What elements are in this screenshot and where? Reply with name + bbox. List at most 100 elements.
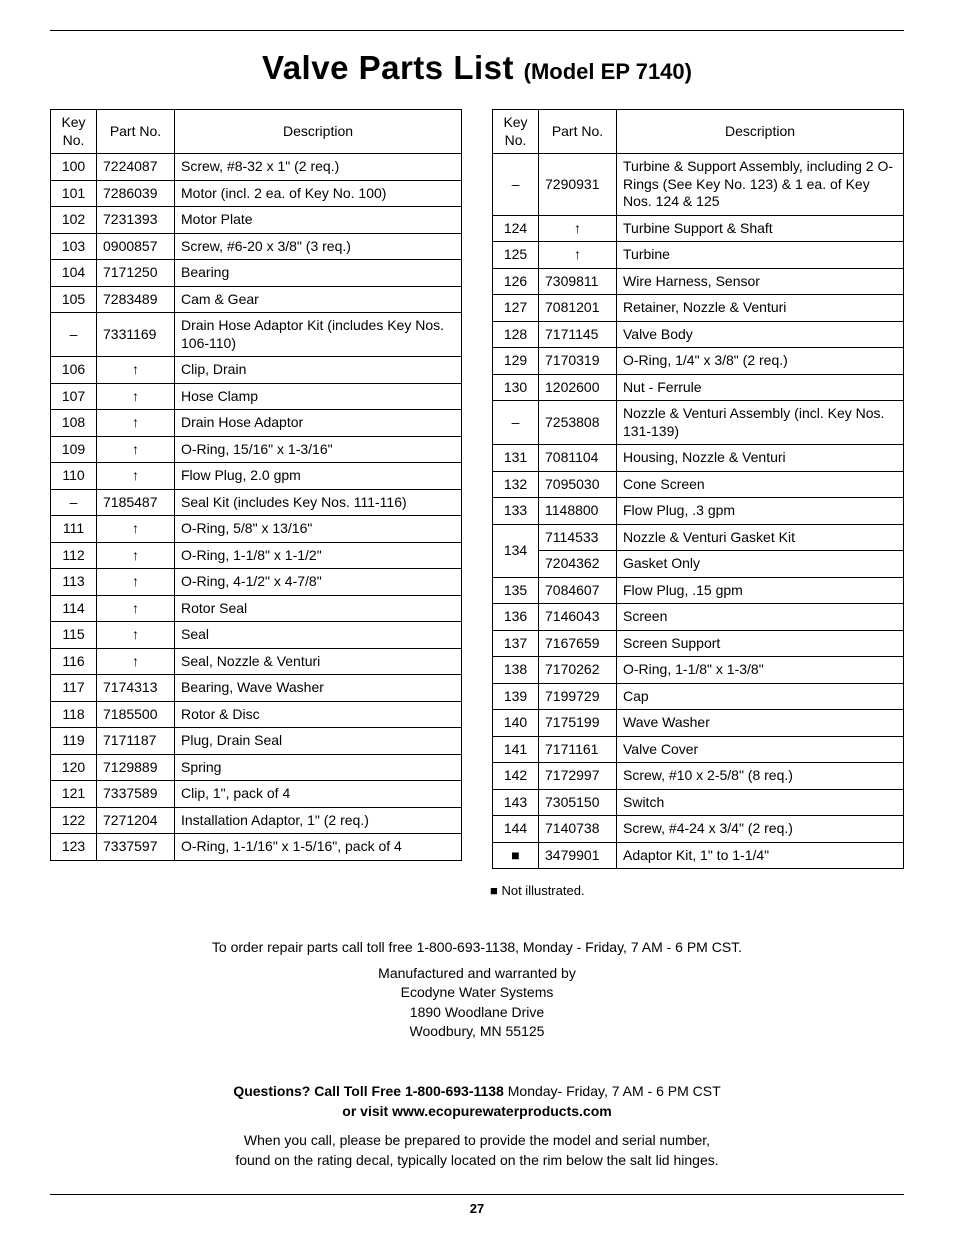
cell-desc: Installation Adaptor, 1" (2 req.): [175, 807, 462, 834]
col-key-header: Key No.: [493, 110, 539, 154]
table-row: 1277081201Retainer, Nozzle & Venturi: [493, 295, 904, 322]
cell-part: ↑: [97, 436, 175, 463]
left-table-wrap: Key No. Part No. Description 1007224087S…: [50, 109, 462, 869]
table-row: 111↑O-Ring, 5/8" x 13/16": [51, 516, 462, 543]
cell-desc: O-Ring, 1-1/16" x 1-5/16", pack of 4: [175, 834, 462, 861]
table-row: 1027231393Motor Plate: [51, 207, 462, 234]
cell-key: 140: [493, 710, 539, 737]
table-row: 1397199729Cap: [493, 683, 904, 710]
cell-part: ↑: [97, 463, 175, 490]
cell-desc: Seal, Nozzle & Venturi: [175, 648, 462, 675]
cell-part: 7204362: [539, 551, 617, 578]
table-row: 1287171145Valve Body: [493, 321, 904, 348]
cell-desc: Valve Cover: [617, 736, 904, 763]
cell-desc: Wire Harness, Sensor: [617, 268, 904, 295]
right-table-wrap: Key No. Part No. Description –7290931Tur…: [492, 109, 904, 869]
table-row: 1237337597O-Ring, 1-1/16" x 1-5/16", pac…: [51, 834, 462, 861]
cell-desc: Screw, #8-32 x 1" (2 req.): [175, 154, 462, 181]
footer-block: To order repair parts call toll free 1-8…: [50, 938, 904, 1170]
footer-mfg-line: Woodbury, MN 55125: [50, 1022, 904, 1042]
cell-key: 121: [51, 781, 97, 808]
table-row: 1207129889Spring: [51, 754, 462, 781]
table-row: 1057283489Cam & Gear: [51, 286, 462, 313]
table-row: 1427172997Screw, #10 x 2-5/8" (8 req.): [493, 763, 904, 790]
cell-key: 105: [51, 286, 97, 313]
cell-key: 125: [493, 242, 539, 269]
table-row: 114↑Rotor Seal: [51, 595, 462, 622]
cell-part: ↑: [539, 215, 617, 242]
cell-desc: Seal: [175, 622, 462, 649]
cell-part: ↑: [97, 357, 175, 384]
cell-desc: Screw, #6-20 x 3/8" (3 req.): [175, 233, 462, 260]
parts-table-right: Key No. Part No. Description –7290931Tur…: [492, 109, 904, 869]
table-row: 124↑Turbine Support & Shaft: [493, 215, 904, 242]
cell-key: 109: [51, 436, 97, 463]
table-row: 1177174313Bearing, Wave Washer: [51, 675, 462, 702]
cell-part: ↑: [539, 242, 617, 269]
cell-key: 133: [493, 498, 539, 525]
cell-part: 7114533: [539, 524, 617, 551]
cell-key: –: [51, 489, 97, 516]
cell-part: 7172997: [539, 763, 617, 790]
cell-key: 108: [51, 410, 97, 437]
cell-part: 7331169: [97, 313, 175, 357]
cell-key: 139: [493, 683, 539, 710]
footer-note-line: found on the rating decal, typically loc…: [50, 1151, 904, 1171]
cell-desc: O-Ring, 15/16" x 1-3/16": [175, 436, 462, 463]
cell-desc: O-Ring, 1-1/8" x 1-3/8": [617, 657, 904, 684]
table-row: 1267309811Wire Harness, Sensor: [493, 268, 904, 295]
footer-mfg-line: Manufactured and warranted by: [50, 964, 904, 984]
cell-part: 7170319: [539, 348, 617, 375]
cell-key: 132: [493, 471, 539, 498]
table-row: 1030900857Screw, #6-20 x 3/8" (3 req.): [51, 233, 462, 260]
cell-desc: Adaptor Kit, 1" to 1-1/4": [617, 842, 904, 869]
cell-desc: Seal Kit (includes Key Nos. 111-116): [175, 489, 462, 516]
table-row: 106↑Clip, Drain: [51, 357, 462, 384]
cell-key: 126: [493, 268, 539, 295]
table-row: 107↑Hose Clamp: [51, 383, 462, 410]
cell-part: 7290931: [539, 154, 617, 216]
table-row: 115↑Seal: [51, 622, 462, 649]
cell-part: 7253808: [539, 401, 617, 445]
cell-key: ■: [493, 842, 539, 869]
cell-part: 1148800: [539, 498, 617, 525]
table-row: 1007224087Screw, #8-32 x 1" (2 req.): [51, 154, 462, 181]
cell-desc: Turbine Support & Shaft: [617, 215, 904, 242]
page-title: Valve Parts List (Model EP 7140): [50, 49, 904, 87]
cell-part: 7286039: [97, 180, 175, 207]
table-row: 1317081104Housing, Nozzle & Venturi: [493, 445, 904, 472]
cell-desc: Screw, #4-24 x 3/4" (2 req.): [617, 816, 904, 843]
cell-part: 7129889: [97, 754, 175, 781]
col-key-header: Key No.: [51, 110, 97, 154]
cell-part: 7171145: [539, 321, 617, 348]
table-row: 125↑Turbine: [493, 242, 904, 269]
table-row: 116↑Seal, Nozzle & Venturi: [51, 648, 462, 675]
table-row: –7185487Seal Kit (includes Key Nos. 111-…: [51, 489, 462, 516]
table-row: 110↑Flow Plug, 2.0 gpm: [51, 463, 462, 490]
cell-key: 102: [51, 207, 97, 234]
cell-part: 7337589: [97, 781, 175, 808]
table-row: 1197171187Plug, Drain Seal: [51, 728, 462, 755]
cell-part: 7185487: [97, 489, 175, 516]
table-row: 1407175199Wave Washer: [493, 710, 904, 737]
cell-key: 118: [51, 701, 97, 728]
bottom-rule: [50, 1194, 904, 1195]
cell-desc: Clip, 1", pack of 4: [175, 781, 462, 808]
cell-desc: O-Ring, 4-1/2" x 4-7/8": [175, 569, 462, 596]
table-row: 1447140738Screw, #4-24 x 3/4" (2 req.): [493, 816, 904, 843]
cell-part: ↑: [97, 648, 175, 675]
table-row: 1227271204Installation Adaptor, 1" (2 re…: [51, 807, 462, 834]
cell-part: ↑: [97, 516, 175, 543]
footer-note: When you call, please be prepared to pro…: [50, 1131, 904, 1170]
table-row: 1347114533Nozzle & Venturi Gasket Kit: [493, 524, 904, 551]
table-row: 1417171161Valve Cover: [493, 736, 904, 763]
cell-key: 116: [51, 648, 97, 675]
cell-part: 7199729: [539, 683, 617, 710]
table-row: 1437305150Switch: [493, 789, 904, 816]
table-row: 1301202600Nut - Ferrule: [493, 374, 904, 401]
cell-key: 142: [493, 763, 539, 790]
cell-key: 114: [51, 595, 97, 622]
cell-desc: Turbine: [617, 242, 904, 269]
cell-part: 7081104: [539, 445, 617, 472]
cell-key: 131: [493, 445, 539, 472]
